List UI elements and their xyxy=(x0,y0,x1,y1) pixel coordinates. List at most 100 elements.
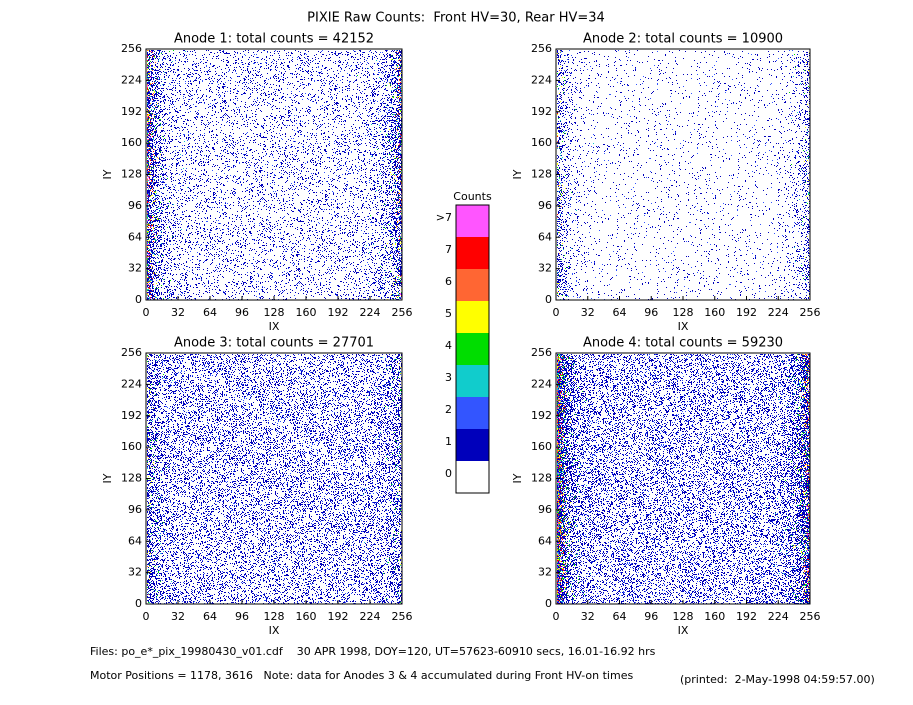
x-tick-label: 128 xyxy=(264,610,285,623)
y-tick-label: 192 xyxy=(531,105,552,118)
y-tick-label: 0 xyxy=(135,597,142,610)
x-tick-label: 0 xyxy=(143,610,150,623)
x-axis-label: IX xyxy=(269,624,280,637)
x-tick-label: 160 xyxy=(704,306,725,319)
x-tick-label: 0 xyxy=(143,306,150,319)
y-tick-label: 224 xyxy=(121,73,142,86)
y-tick-label: 256 xyxy=(121,42,142,55)
y-tick-label: 256 xyxy=(531,42,552,55)
x-axis-label: IX xyxy=(678,320,689,333)
pixel-texture xyxy=(557,50,810,300)
x-tick-label: 192 xyxy=(736,610,757,623)
x-tick-label: 160 xyxy=(296,306,317,319)
x-tick-label: 96 xyxy=(235,306,249,319)
y-tick-label: 224 xyxy=(531,377,552,390)
colorbar-box xyxy=(456,237,489,269)
footer-printed: (printed: 2-May-1998 04:59:57.00) xyxy=(680,673,875,686)
colorbar-label: 4 xyxy=(445,339,452,352)
colorbar-box xyxy=(456,269,489,301)
y-tick-label: 128 xyxy=(121,472,142,485)
y-tick-label: 256 xyxy=(531,346,552,359)
x-tick-label: 256 xyxy=(392,306,413,319)
y-tick-label: 160 xyxy=(531,440,552,453)
y-tick-label: 64 xyxy=(128,230,142,243)
panel-title: Anode 2: total counts = 10900 xyxy=(583,32,783,47)
y-tick-label: 64 xyxy=(538,534,552,547)
y-axis-label: IY xyxy=(511,169,524,179)
y-tick-label: 32 xyxy=(128,566,142,579)
x-tick-label: 224 xyxy=(768,306,789,319)
y-tick-label: 192 xyxy=(531,409,552,422)
x-tick-label: 96 xyxy=(235,610,249,623)
x-tick-label: 224 xyxy=(768,610,789,623)
x-axis-label: IX xyxy=(678,624,689,637)
colorbar-label: 2 xyxy=(445,403,452,416)
colorbar-frame xyxy=(455,204,490,494)
x-tick-label: 224 xyxy=(360,610,381,623)
x-tick-label: 0 xyxy=(553,610,560,623)
x-axis-label: IX xyxy=(269,320,280,333)
x-tick-label: 64 xyxy=(613,610,627,623)
colorbar-label: 7 xyxy=(445,243,452,256)
y-tick-label: 0 xyxy=(545,293,552,306)
y-tick-label: 0 xyxy=(545,597,552,610)
y-tick-label: 128 xyxy=(531,168,552,181)
x-tick-label: 0 xyxy=(553,306,560,319)
x-tick-label: 32 xyxy=(581,610,595,623)
pixel-texture xyxy=(147,50,402,300)
y-tick-label: 32 xyxy=(538,566,552,579)
page-title: PIXIE Raw Counts: Front HV=30, Rear HV=3… xyxy=(307,11,605,26)
x-tick-label: 32 xyxy=(581,306,595,319)
colorbar-box xyxy=(456,333,489,365)
colorbar-box xyxy=(456,365,489,397)
colorbar-box xyxy=(456,205,489,237)
y-tick-label: 64 xyxy=(128,534,142,547)
x-tick-label: 128 xyxy=(673,610,694,623)
colorbar-box xyxy=(456,301,489,333)
y-tick-label: 160 xyxy=(121,136,142,149)
x-tick-label: 128 xyxy=(264,306,285,319)
colorbar-box xyxy=(456,397,489,429)
x-tick-label: 32 xyxy=(171,306,185,319)
colorbar-label: 1 xyxy=(445,435,452,448)
colorbar-box xyxy=(456,461,489,493)
y-tick-label: 96 xyxy=(128,199,142,212)
y-tick-label: 96 xyxy=(128,503,142,516)
colorbar-label: 5 xyxy=(445,307,452,320)
x-tick-label: 192 xyxy=(328,306,349,319)
pixel-texture xyxy=(147,354,402,604)
x-tick-label: 64 xyxy=(203,610,217,623)
pixel-texture xyxy=(557,354,810,604)
y-axis-label: IY xyxy=(511,473,524,483)
panel-title: Anode 4: total counts = 59230 xyxy=(583,336,783,351)
x-tick-label: 192 xyxy=(736,306,757,319)
y-tick-label: 0 xyxy=(135,293,142,306)
panel-title: Anode 1: total counts = 42152 xyxy=(174,32,374,47)
panel-title: Anode 3: total counts = 27701 xyxy=(174,336,374,351)
x-tick-label: 256 xyxy=(392,610,413,623)
y-axis-label: IY xyxy=(101,169,114,179)
y-tick-label: 32 xyxy=(538,262,552,275)
colorbar-label: 3 xyxy=(445,371,452,384)
x-tick-label: 128 xyxy=(673,306,694,319)
colorbar-label: >7 xyxy=(436,211,452,224)
pixel-texture xyxy=(557,54,810,297)
x-tick-label: 192 xyxy=(328,610,349,623)
y-tick-label: 32 xyxy=(128,262,142,275)
x-tick-label: 96 xyxy=(644,610,658,623)
footer-motor: Motor Positions = 1178, 3616 Note: data … xyxy=(90,669,633,682)
y-tick-label: 64 xyxy=(538,230,552,243)
y-tick-label: 160 xyxy=(121,440,142,453)
y-tick-label: 224 xyxy=(531,73,552,86)
x-tick-label: 256 xyxy=(800,610,821,623)
y-tick-label: 192 xyxy=(121,105,142,118)
footer-files: Files: po_e*_pix_19980430_v01.cdf 30 APR… xyxy=(90,645,656,658)
x-tick-label: 32 xyxy=(171,610,185,623)
pixel-texture xyxy=(147,50,402,300)
y-tick-label: 192 xyxy=(121,409,142,422)
pixel-texture xyxy=(147,354,402,604)
y-axis-label: IY xyxy=(101,473,114,483)
y-tick-label: 256 xyxy=(121,346,142,359)
colorbar-label: 0 xyxy=(445,467,452,480)
